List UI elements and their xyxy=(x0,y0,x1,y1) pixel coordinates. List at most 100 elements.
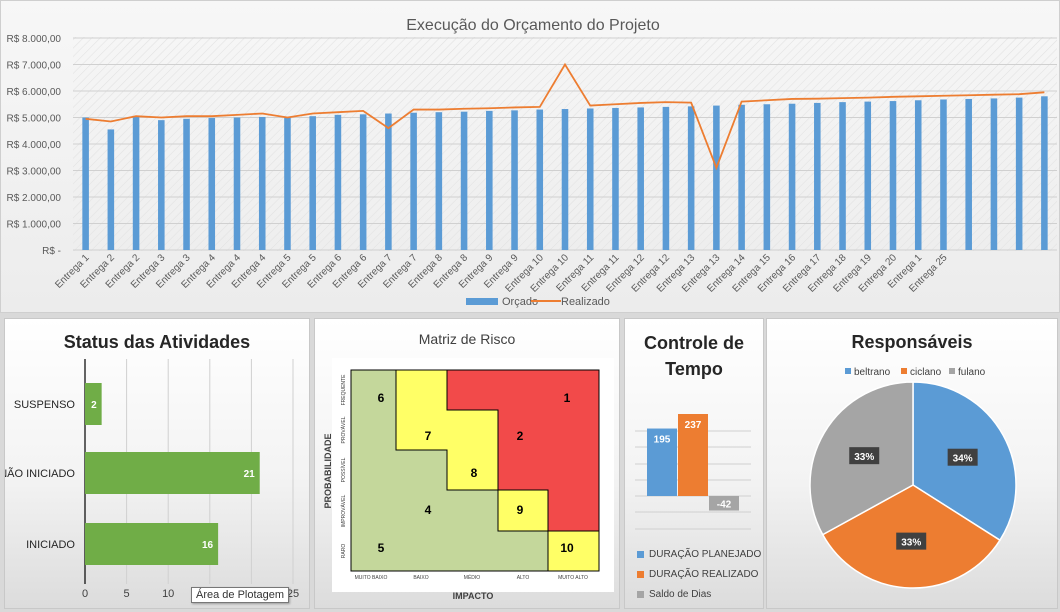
status-bar xyxy=(85,383,102,425)
orcado-bar xyxy=(486,110,493,250)
orcado-bar xyxy=(410,112,417,250)
status-bar-value: 21 xyxy=(244,469,256,480)
orcado-bar xyxy=(839,102,846,250)
risk-zone-high xyxy=(447,370,599,531)
time-bar-value: 237 xyxy=(685,420,702,431)
responsaveis-chart-panel[interactable]: Responsáveis beltrano ciclano fulano 34%… xyxy=(766,318,1058,609)
x-tick-label: 25 xyxy=(287,588,299,600)
time-bar xyxy=(709,496,739,511)
risk-y-level: POSSÍVEL xyxy=(340,457,347,482)
pie-label: 33% xyxy=(854,452,874,463)
risk-cell: 5 xyxy=(378,541,385,555)
time-legend-saldo: Saldo de Dias xyxy=(637,589,711,600)
risk-y-level: RARO xyxy=(341,544,347,559)
orcado-bar xyxy=(536,109,544,250)
risk-cell: 4 xyxy=(425,503,432,517)
time-legend-realizado: DURAÇÃO REALIZADO xyxy=(637,569,758,580)
orcado-bar xyxy=(990,98,998,250)
risk-x-level: BAIXO xyxy=(413,575,428,581)
pie-legend: beltrano ciclano fulano xyxy=(845,367,986,378)
orcado-bar xyxy=(158,120,165,251)
orcado-bar xyxy=(864,101,872,250)
orcado-bar xyxy=(233,117,241,250)
plot-area-tooltip: Área de Plotagem xyxy=(191,587,290,603)
risk-cell: 1 xyxy=(564,391,571,405)
status-category-label: INICIADO xyxy=(26,539,75,551)
budget-chart: Execução do Orçamento do Projeto R$ 8.00… xyxy=(7,17,1057,308)
legend-swatch-fulano xyxy=(949,368,955,374)
orcado-bar xyxy=(385,113,392,251)
status-chart-title: Status das Atividades xyxy=(63,332,251,352)
risk-x-level: MUITO ALTO xyxy=(558,575,588,581)
responsaveis-chart: beltrano ciclano fulano 34% 33% 33% xyxy=(809,367,1017,589)
orcado-bar xyxy=(586,108,594,251)
pie-label: 33% xyxy=(901,538,921,549)
risk-border-high xyxy=(446,370,599,532)
time-chart-title-line1: Controle de xyxy=(643,333,744,353)
x-tick-label: 0 xyxy=(82,588,88,600)
risk-cell: 8 xyxy=(471,466,478,480)
status-bar-value: 2 xyxy=(91,400,97,411)
status-bar xyxy=(85,452,260,494)
orcado-bar xyxy=(914,100,922,251)
legend-swatch-orcado xyxy=(466,298,498,305)
orcado-bar xyxy=(637,107,644,251)
x-tick-label: 5 xyxy=(124,588,130,600)
risk-y-level: IMPROVÁVEL xyxy=(340,495,347,528)
orcado-bar xyxy=(1015,97,1023,250)
legend-swatch xyxy=(637,591,644,598)
y-tick-label: R$ 4.000,00 xyxy=(7,140,62,151)
orcado-bar xyxy=(662,106,670,251)
time-bar-value: 195 xyxy=(654,435,671,446)
orcado-bar xyxy=(334,114,342,250)
y-tick-label: R$ 8.000,00 xyxy=(7,34,62,45)
orcado-bar xyxy=(107,129,115,250)
legend-swatch xyxy=(637,551,644,558)
orcado-bar xyxy=(511,110,518,250)
status-bar xyxy=(85,523,219,565)
orcado-bar xyxy=(738,104,745,250)
risk-grid-frame xyxy=(350,369,600,572)
orcado-bar xyxy=(208,118,216,250)
budget-legend: Orçado Realizado xyxy=(466,296,610,308)
orcado-bar xyxy=(82,117,89,250)
y-tick-label: R$ 6.000,00 xyxy=(7,87,62,98)
time-legend-planejado: DURAÇÃO PLANEJADO xyxy=(637,549,761,560)
pie-label: 34% xyxy=(953,454,973,465)
orcado-bar xyxy=(788,103,796,250)
risk-x-level: MUITO BAIXO xyxy=(355,575,388,581)
status-bar-value: 16 xyxy=(202,540,214,551)
pie-label-box xyxy=(849,447,880,465)
y-tick-label: R$ 3.000,00 xyxy=(7,167,62,178)
orcado-bar xyxy=(965,98,972,250)
y-tick-label: R$ 7.000,00 xyxy=(7,61,62,72)
pie-label-box xyxy=(947,448,978,466)
pie-label-box xyxy=(896,532,927,550)
time-bar-value: -42 xyxy=(717,500,732,511)
risk-cell: 10 xyxy=(560,541,574,555)
legend-label-orcado: Orçado xyxy=(502,296,538,308)
legend-swatch-ciclano xyxy=(901,368,907,374)
realizado-line xyxy=(85,62,1045,171)
time-bar xyxy=(678,414,708,496)
legend-label-ciclano: ciclano xyxy=(910,367,942,378)
orcado-bar xyxy=(284,117,291,250)
risk-zone-medium-corner xyxy=(548,531,599,571)
budget-chart-panel[interactable]: Execução do Orçamento do Projeto R$ 8.00… xyxy=(0,0,1060,313)
budget-chart-title: Execução do Orçamento do Projeto xyxy=(406,17,660,34)
time-chart-panel[interactable]: Controle de Tempo 195 237 -42 DURAÇÃO PLAN… xyxy=(624,318,764,609)
orcado-bar xyxy=(258,116,266,250)
time-bar xyxy=(647,428,677,496)
risk-y-level: FREQUENTE xyxy=(341,374,347,406)
orcado-bar xyxy=(889,101,897,250)
y-tick-label: R$ - xyxy=(42,246,61,257)
risk-cell: 9 xyxy=(517,503,524,517)
risk-x-level: MÉDIO xyxy=(464,574,481,581)
risk-matrix-panel[interactable]: Matriz de Risco 1 2 6 7 8 4 9 5 10 FREQU… xyxy=(314,318,620,609)
orcado-bar xyxy=(612,107,619,251)
orcado-bar xyxy=(460,111,468,250)
orcado-bar xyxy=(561,109,569,251)
time-chart-title-line2: Tempo xyxy=(665,359,723,379)
